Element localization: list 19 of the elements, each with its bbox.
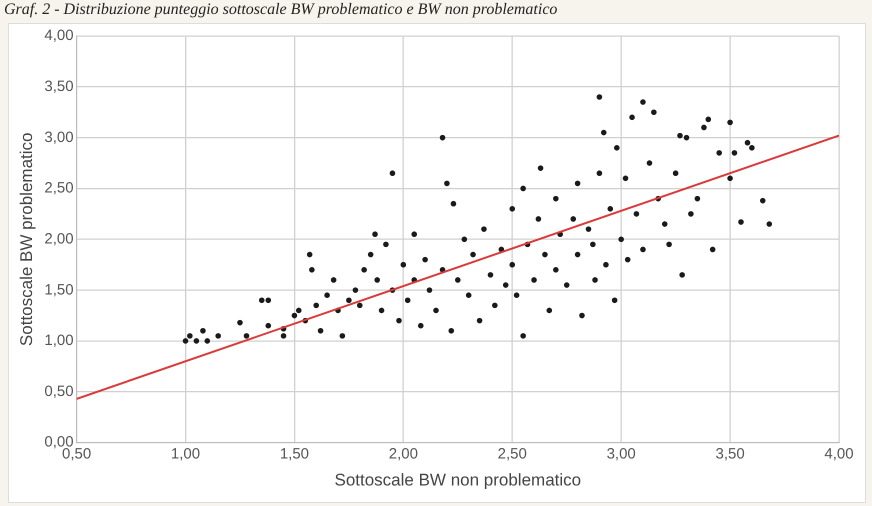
y-tick-label: 1,00 — [44, 332, 74, 350]
y-tick-label: 2,50 — [44, 180, 74, 197]
x-tick-label: 2,50 — [498, 446, 527, 463]
x-tick-label: 3,50 — [715, 446, 745, 463]
x-tick-label: 4,00 — [824, 446, 854, 463]
x-tick-label: 1,00 — [170, 446, 200, 463]
y-tick-label: 3,00 — [44, 128, 74, 146]
chart-title: Graf. 2 - Distribuzione punteggio sottoscale BW problematico e BW non problematico — [4, 1, 558, 19]
x-tick-label: 3,00 — [606, 446, 636, 463]
x-tick-label: 2,00 — [388, 446, 418, 463]
x-tick-label: 1,50 — [280, 446, 310, 463]
x-tick-label: 0,50 — [62, 446, 92, 463]
y-tick-label: 4,00 — [44, 27, 74, 44]
y-axis-title: Sottoscale BW problematico — [16, 132, 36, 346]
y-tick-label: 0,50 — [44, 382, 74, 400]
y-tick-label: 1,50 — [44, 281, 74, 298]
y-tick-label: 2,00 — [44, 230, 74, 248]
y-tick-label: 3,50 — [44, 78, 74, 95]
x-axis-title: Sottoscale BW non problematico — [334, 470, 582, 490]
